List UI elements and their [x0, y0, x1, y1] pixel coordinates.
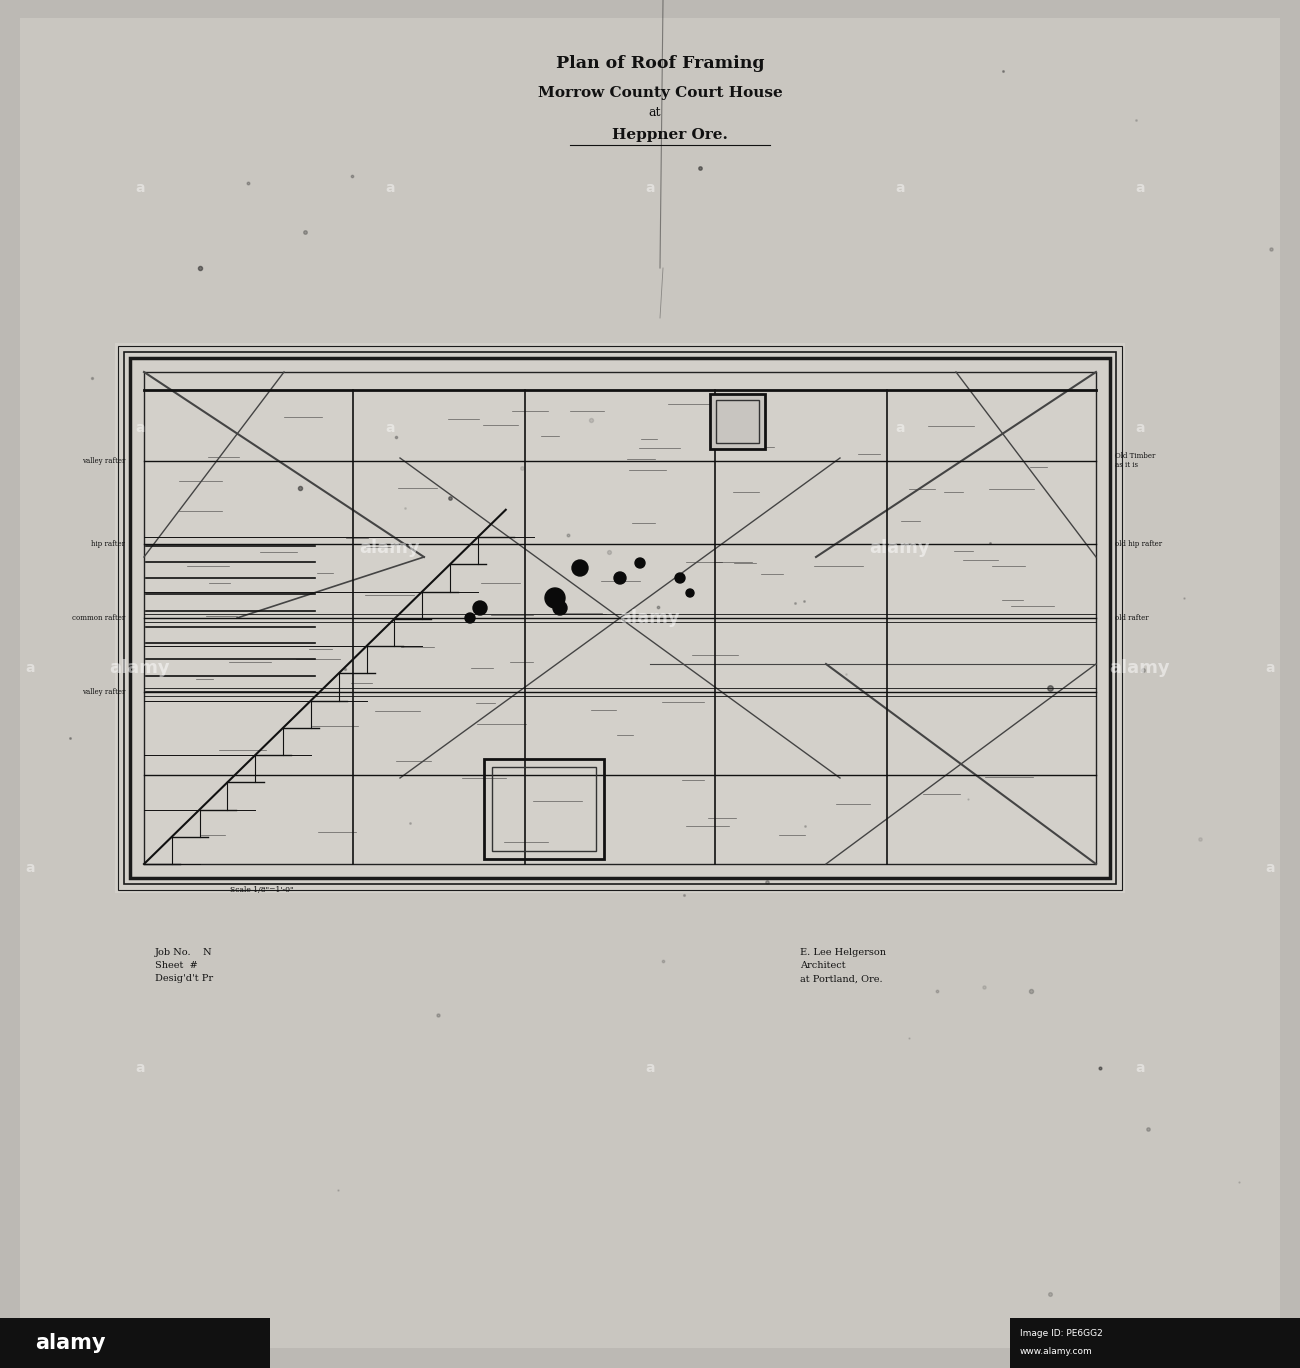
Circle shape — [465, 613, 474, 622]
Text: alamy: alamy — [360, 539, 420, 557]
Bar — [144, 372, 1096, 865]
Text: a: a — [385, 421, 395, 435]
Text: at: at — [649, 107, 662, 119]
Text: a: a — [385, 181, 395, 196]
Text: Image ID: PE6GG2: Image ID: PE6GG2 — [1020, 1330, 1102, 1338]
Bar — [484, 759, 603, 859]
Text: Scale 1/8"=1'-0": Scale 1/8"=1'-0" — [230, 886, 294, 895]
Text: common rafter: common rafter — [72, 614, 125, 622]
Bar — [130, 358, 1110, 878]
Text: a: a — [135, 181, 144, 196]
Circle shape — [545, 588, 566, 607]
Text: a: a — [1265, 661, 1275, 674]
Text: a: a — [25, 661, 35, 674]
Text: alamy: alamy — [109, 659, 170, 677]
Text: a: a — [25, 860, 35, 876]
Bar — [710, 394, 766, 449]
Text: Job No.    N
Sheet  #
Desig'd't Pr: Job No. N Sheet # Desig'd't Pr — [155, 948, 213, 984]
Circle shape — [614, 572, 627, 584]
Text: valley rafter: valley rafter — [82, 688, 125, 696]
Text: a: a — [645, 1062, 655, 1075]
Text: a: a — [1265, 860, 1275, 876]
Text: Plan of Roof Framing: Plan of Roof Framing — [556, 55, 764, 71]
Text: hip rafter: hip rafter — [91, 540, 125, 549]
Text: www.alamy.com: www.alamy.com — [1020, 1347, 1093, 1357]
Circle shape — [552, 601, 567, 616]
Circle shape — [473, 601, 488, 616]
Text: a: a — [645, 181, 655, 196]
Bar — [118, 346, 1122, 891]
Text: old hip rafter: old hip rafter — [1115, 540, 1162, 549]
Text: Heppner Ore.: Heppner Ore. — [612, 129, 728, 142]
Text: valley rafter: valley rafter — [82, 457, 125, 465]
Text: Old Timber
as it is: Old Timber as it is — [1115, 451, 1156, 469]
Text: E. Lee Helgerson
Architect
at Portland, Ore.: E. Lee Helgerson Architect at Portland, … — [800, 948, 887, 984]
Text: a: a — [135, 1062, 144, 1075]
Bar — [0, 1317, 270, 1368]
Bar — [716, 399, 759, 443]
Text: alamy: alamy — [620, 609, 680, 627]
Text: a: a — [896, 181, 905, 196]
Text: a: a — [135, 421, 144, 435]
Text: alamy: alamy — [1110, 659, 1170, 677]
Text: a: a — [1135, 421, 1145, 435]
Text: alamy: alamy — [870, 539, 931, 557]
Circle shape — [634, 558, 645, 568]
Bar — [491, 767, 595, 851]
Circle shape — [675, 573, 685, 583]
Bar — [1010, 1317, 1300, 1368]
Text: a: a — [1135, 1062, 1145, 1075]
Circle shape — [572, 560, 588, 576]
Text: a: a — [896, 421, 905, 435]
Bar — [114, 343, 1124, 893]
Text: a: a — [1135, 181, 1145, 196]
Text: old rafter: old rafter — [1115, 614, 1149, 622]
Text: alamy: alamy — [35, 1332, 105, 1353]
Circle shape — [686, 590, 694, 596]
Bar — [124, 352, 1115, 884]
Text: Morrow County Court House: Morrow County Court House — [538, 86, 783, 100]
